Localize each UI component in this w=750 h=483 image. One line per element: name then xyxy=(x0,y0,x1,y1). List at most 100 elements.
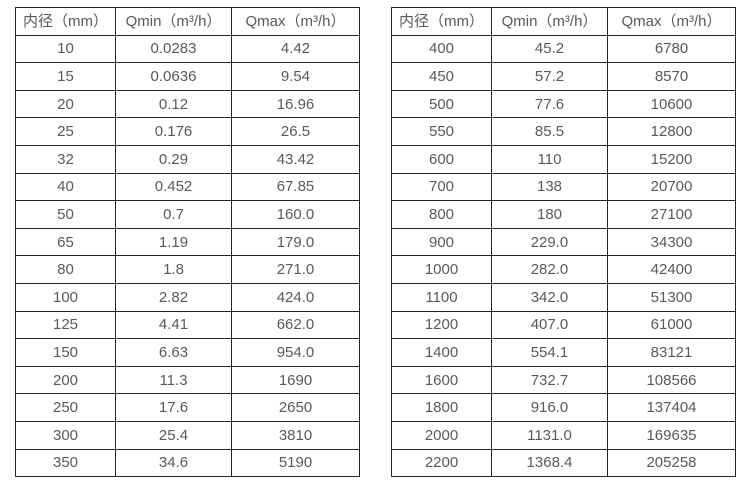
table-cell: 1.19 xyxy=(115,227,232,257)
table-cell: 43.42 xyxy=(231,144,360,174)
table-cell: 350 xyxy=(15,448,116,478)
table-cell: 900 xyxy=(391,227,492,257)
table-cell: 180 xyxy=(491,200,608,229)
table-cell: 77.6 xyxy=(491,89,608,119)
table-cell: 9.54 xyxy=(231,62,360,91)
table-cell: 2200 xyxy=(391,448,492,478)
table-cell: 407.0 xyxy=(491,310,608,340)
table-cell: 1100 xyxy=(391,282,492,312)
table-row: 15 0.0636 9.54 xyxy=(15,62,360,91)
table-row: 800 180 27100 xyxy=(391,200,736,229)
table-cell: 137404 xyxy=(607,393,736,422)
table-cell: 179.0 xyxy=(231,227,360,257)
table-row: 25 0.176 26.5 xyxy=(15,117,360,146)
table-cell: 800 xyxy=(391,200,492,229)
table-row: 550 85.5 12800 xyxy=(391,117,736,146)
table-cell: 600 xyxy=(391,144,492,174)
table-cell: 2650 xyxy=(231,393,360,422)
table-row: 1000 282.0 42400 xyxy=(391,255,736,284)
table-cell: 83121 xyxy=(607,338,736,367)
table-cell: 42400 xyxy=(607,255,736,284)
table-cell: 205258 xyxy=(607,448,736,478)
table-row: 900 229.0 34300 xyxy=(391,227,736,257)
table-cell: 169635 xyxy=(607,420,736,450)
table-row: 125 4.41 662.0 xyxy=(15,310,360,340)
table-cell: 34.6 xyxy=(115,448,232,478)
table-body: 10 0.0283 4.42 15 0.0636 9.54 20 0.12 16.96 25 0.1… xyxy=(15,34,360,478)
table-cell: 300 xyxy=(15,420,116,450)
table-cell: 32 xyxy=(15,144,116,174)
table-cell: 2000 xyxy=(391,420,492,450)
table-cell: 5190 xyxy=(231,448,360,478)
table-cell: 50 xyxy=(15,200,116,229)
table-cell: 160.0 xyxy=(231,200,360,229)
table-cell: 0.0283 xyxy=(115,34,232,64)
column-header-qmin: Qmin（m³/h） xyxy=(115,7,232,36)
table-cell: 3810 xyxy=(231,420,360,450)
table-cell: 138 xyxy=(491,172,608,202)
table-cell: 80 xyxy=(15,255,116,284)
table-cell: 4.42 xyxy=(231,34,360,64)
table-cell: 0.7 xyxy=(115,200,232,229)
table-cell: 150 xyxy=(15,338,116,367)
table-row: 100 2.82 424.0 xyxy=(15,282,360,312)
table-cell: 20700 xyxy=(607,172,736,202)
table-row: 1100 342.0 51300 xyxy=(391,282,736,312)
table-cell: 45.2 xyxy=(491,34,608,64)
table-cell: 34300 xyxy=(607,227,736,257)
table-cell: 100 xyxy=(15,282,116,312)
table-cell: 700 xyxy=(391,172,492,202)
table-row: 350 34.6 5190 xyxy=(15,448,360,478)
table-row: 32 0.29 43.42 xyxy=(15,144,360,174)
table-row: 450 57.2 8570 xyxy=(391,62,736,91)
table-cell: 1800 xyxy=(391,393,492,422)
table-row: 1200 407.0 61000 xyxy=(391,310,736,340)
table-cell: 15 xyxy=(15,62,116,91)
table-row: 250 17.6 2650 xyxy=(15,393,360,422)
table-cell: 10 xyxy=(15,34,116,64)
table-cell: 51300 xyxy=(607,282,736,312)
table-row: 300 25.4 3810 xyxy=(15,420,360,450)
header-row: 内径（mm） Qmin（m³/h） Qmax（m³/h） xyxy=(391,7,736,36)
table-row: 1400 554.1 83121 xyxy=(391,338,736,367)
table-cell: 4.41 xyxy=(115,310,232,340)
table-cell: 554.1 xyxy=(491,338,608,367)
column-header-qmax: Qmax（m³/h） xyxy=(607,7,736,36)
table-row: 65 1.19 179.0 xyxy=(15,227,360,257)
table-cell: 85.5 xyxy=(491,117,608,146)
table-cell: 27100 xyxy=(607,200,736,229)
table-cell: 6780 xyxy=(607,34,736,64)
table-cell: 250 xyxy=(15,393,116,422)
table-cell: 0.29 xyxy=(115,144,232,174)
table-body: 400 45.2 6780 450 57.2 8570 500 77.6 10600 550 85.… xyxy=(391,34,736,478)
column-header-qmax: Qmax（m³/h） xyxy=(231,7,360,36)
header-row: 内径（mm） Qmin（m³/h） Qmax（m³/h） xyxy=(15,7,360,36)
table-cell: 1400 xyxy=(391,338,492,367)
table-row: 1800 916.0 137404 xyxy=(391,393,736,422)
table-cell: 108566 xyxy=(607,365,736,395)
table-cell: 229.0 xyxy=(491,227,608,257)
table-row: 150 6.63 954.0 xyxy=(15,338,360,367)
table-cell: 0.0636 xyxy=(115,62,232,91)
table-cell: 67.85 xyxy=(231,172,360,202)
table-cell: 61000 xyxy=(607,310,736,340)
flow-table-small-diameters: 内径（mm） Qmin（m³/h） Qmax（m³/h） 10 0.0283 4.4… xyxy=(15,7,360,478)
table-cell: 282.0 xyxy=(491,255,608,284)
table-cell: 1368.4 xyxy=(491,448,608,478)
table-row: 20 0.12 16.96 xyxy=(15,89,360,119)
table-row: 700 138 20700 xyxy=(391,172,736,202)
table-cell: 954.0 xyxy=(231,338,360,367)
column-header-diameter: 内径（mm） xyxy=(15,7,116,36)
column-header-diameter: 内径（mm） xyxy=(391,7,492,36)
table-row: 2000 1131.0 169635 xyxy=(391,420,736,450)
table-cell: 200 xyxy=(15,365,116,395)
table-row: 40 0.452 67.85 xyxy=(15,172,360,202)
table-cell: 0.176 xyxy=(115,117,232,146)
table-row: 200 11.3 1690 xyxy=(15,365,360,395)
table-cell: 400 xyxy=(391,34,492,64)
table-row: 10 0.0283 4.42 xyxy=(15,34,360,64)
flow-tables-container: 内径（mm） Qmin（m³/h） Qmax（m³/h） 10 0.0283 4.4… xyxy=(15,7,736,478)
table-row: 80 1.8 271.0 xyxy=(15,255,360,284)
table-cell: 15200 xyxy=(607,144,736,174)
